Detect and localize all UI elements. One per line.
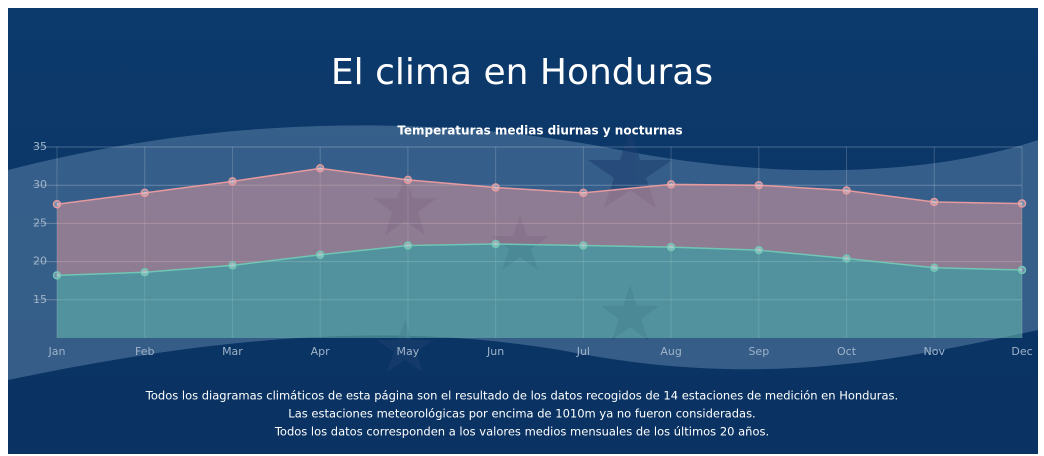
area bbox=[57, 168, 1022, 276]
point bbox=[579, 241, 588, 250]
point bbox=[403, 175, 413, 185]
x-tick-label: Jun bbox=[486, 345, 504, 358]
point bbox=[754, 180, 764, 190]
x-tick-label: Feb bbox=[135, 345, 154, 358]
point bbox=[228, 261, 237, 270]
point bbox=[228, 177, 237, 186]
footer-line: Las estaciones meteorológicas por encima… bbox=[288, 407, 755, 421]
footer-line: Todos los datos corresponden a los valor… bbox=[274, 425, 769, 439]
x-tick-label: Dec bbox=[1011, 345, 1032, 358]
point bbox=[140, 268, 149, 277]
point bbox=[666, 242, 676, 252]
point bbox=[579, 188, 588, 198]
point bbox=[1017, 199, 1027, 208]
plot: 15 20 25 30 35 Jan Feb Mar Apr May Jun Jul Aug Sep Oct… bbox=[33, 140, 1033, 358]
point bbox=[315, 250, 325, 259]
area bbox=[57, 244, 1022, 338]
x-tick-label: May bbox=[397, 345, 420, 358]
y-tick-label: 35 bbox=[33, 140, 47, 153]
point bbox=[403, 241, 413, 250]
x-tick-label: Jan bbox=[48, 345, 66, 358]
point bbox=[491, 239, 500, 249]
point bbox=[52, 200, 62, 209]
footer-line: Todos los diagramas climáticos de esta p… bbox=[145, 389, 898, 403]
x-tick-label: Oct bbox=[837, 345, 857, 358]
point bbox=[754, 245, 764, 255]
y-tick-label: 20 bbox=[33, 255, 47, 268]
point bbox=[52, 271, 62, 280]
line bbox=[56, 167, 1023, 206]
point bbox=[842, 254, 851, 263]
point bbox=[842, 186, 851, 195]
x-tick-label: Apr bbox=[311, 345, 331, 358]
point bbox=[491, 183, 500, 192]
chart-title: Temperaturas medias diurnas y nocturnas bbox=[397, 124, 682, 138]
point bbox=[930, 197, 939, 207]
point bbox=[930, 263, 939, 272]
line bbox=[56, 243, 1023, 277]
x-tick-label: Sep bbox=[748, 345, 769, 358]
y-tick-label: 15 bbox=[33, 293, 47, 306]
point bbox=[140, 188, 149, 198]
page-title: El clima en Honduras bbox=[331, 52, 713, 93]
x-tick-label: Mar bbox=[222, 345, 243, 358]
point bbox=[1017, 265, 1027, 275]
x-tick-label: Aug bbox=[660, 345, 681, 358]
point bbox=[666, 180, 676, 189]
x-tick-label: Nov bbox=[924, 345, 946, 358]
y-tick-label: 25 bbox=[33, 216, 47, 229]
x-tick-label: Jul bbox=[576, 345, 590, 358]
point bbox=[315, 164, 325, 173]
y-tick-label: 30 bbox=[33, 178, 47, 191]
